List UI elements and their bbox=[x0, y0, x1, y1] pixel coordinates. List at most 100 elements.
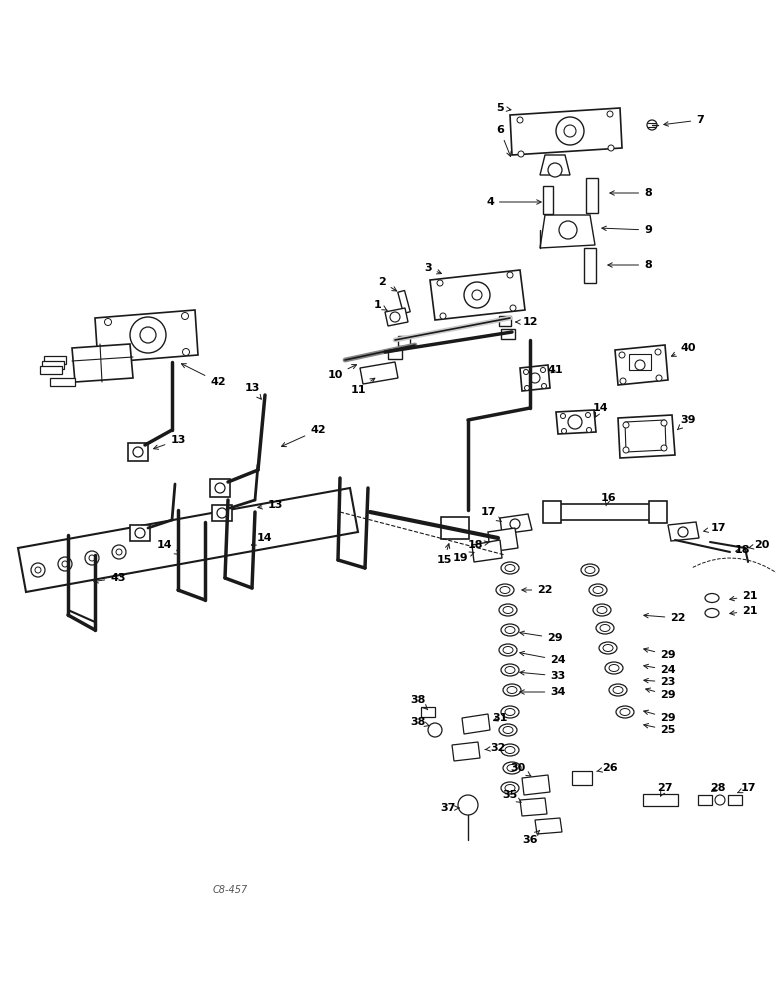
Ellipse shape bbox=[613, 686, 623, 694]
Text: 38: 38 bbox=[411, 717, 429, 727]
Ellipse shape bbox=[501, 624, 519, 636]
Text: 14: 14 bbox=[158, 540, 179, 554]
Text: 41: 41 bbox=[547, 365, 563, 375]
Circle shape bbox=[89, 555, 95, 561]
Ellipse shape bbox=[499, 604, 517, 616]
Polygon shape bbox=[668, 522, 699, 541]
Circle shape bbox=[472, 290, 482, 300]
Text: 11: 11 bbox=[350, 378, 375, 395]
Ellipse shape bbox=[600, 624, 610, 632]
Ellipse shape bbox=[593, 604, 611, 616]
Circle shape bbox=[560, 414, 566, 418]
Text: 24: 24 bbox=[644, 664, 676, 675]
Ellipse shape bbox=[597, 606, 607, 613]
Text: 29: 29 bbox=[644, 648, 676, 660]
Circle shape bbox=[182, 349, 189, 356]
Text: 33: 33 bbox=[520, 671, 566, 681]
Ellipse shape bbox=[501, 562, 519, 574]
Circle shape bbox=[623, 447, 629, 453]
Bar bbox=[388, 349, 402, 359]
Ellipse shape bbox=[505, 746, 515, 754]
Text: 26: 26 bbox=[597, 763, 618, 773]
Text: 36: 36 bbox=[522, 830, 540, 845]
Ellipse shape bbox=[620, 708, 630, 716]
Circle shape bbox=[458, 795, 478, 815]
Text: 31: 31 bbox=[492, 713, 508, 723]
Text: 32: 32 bbox=[485, 743, 506, 753]
Text: 18: 18 bbox=[467, 540, 489, 550]
Circle shape bbox=[428, 723, 442, 737]
Bar bbox=[643, 794, 677, 806]
Circle shape bbox=[661, 445, 667, 451]
Bar bbox=[543, 501, 561, 523]
Bar bbox=[629, 354, 651, 370]
Bar bbox=[398, 336, 410, 346]
Text: 5: 5 bbox=[496, 103, 511, 113]
Circle shape bbox=[586, 412, 591, 418]
Polygon shape bbox=[472, 540, 502, 562]
Ellipse shape bbox=[503, 684, 521, 696]
Text: 13: 13 bbox=[154, 435, 185, 449]
Text: C8-457: C8-457 bbox=[213, 885, 248, 895]
Bar bbox=[441, 517, 469, 539]
Circle shape bbox=[35, 567, 41, 573]
Polygon shape bbox=[535, 818, 562, 834]
Text: 10: 10 bbox=[327, 365, 356, 380]
Polygon shape bbox=[462, 714, 490, 734]
Polygon shape bbox=[510, 108, 622, 155]
Polygon shape bbox=[540, 155, 570, 175]
Polygon shape bbox=[618, 415, 675, 458]
Text: 2: 2 bbox=[378, 277, 397, 291]
Circle shape bbox=[510, 305, 516, 311]
Circle shape bbox=[106, 355, 113, 361]
Circle shape bbox=[525, 385, 529, 390]
Text: 21: 21 bbox=[729, 591, 757, 601]
Text: 43: 43 bbox=[94, 573, 126, 583]
Circle shape bbox=[182, 312, 189, 320]
Ellipse shape bbox=[616, 706, 634, 718]
Text: 14: 14 bbox=[251, 533, 273, 545]
Text: 15: 15 bbox=[436, 544, 452, 565]
Polygon shape bbox=[95, 310, 198, 363]
Text: 39: 39 bbox=[677, 415, 696, 430]
Bar bbox=[130, 525, 150, 541]
Ellipse shape bbox=[501, 782, 519, 794]
Ellipse shape bbox=[496, 584, 514, 596]
Text: 23: 23 bbox=[644, 677, 676, 687]
Ellipse shape bbox=[505, 626, 515, 634]
Text: 13: 13 bbox=[244, 383, 262, 399]
Polygon shape bbox=[556, 410, 596, 434]
Ellipse shape bbox=[603, 645, 613, 652]
Ellipse shape bbox=[705, 608, 719, 617]
Circle shape bbox=[587, 428, 591, 432]
Polygon shape bbox=[520, 798, 547, 816]
Circle shape bbox=[548, 163, 562, 177]
Circle shape bbox=[661, 420, 667, 426]
Text: 22: 22 bbox=[522, 585, 553, 595]
Circle shape bbox=[58, 557, 72, 571]
Circle shape bbox=[517, 117, 523, 123]
Text: 18: 18 bbox=[734, 545, 750, 555]
Ellipse shape bbox=[501, 706, 519, 718]
Polygon shape bbox=[615, 345, 668, 385]
Bar bbox=[40, 366, 62, 374]
Text: 17: 17 bbox=[704, 523, 726, 533]
Ellipse shape bbox=[507, 686, 517, 694]
Bar bbox=[543, 186, 553, 214]
Text: 42: 42 bbox=[182, 364, 226, 387]
Text: 6: 6 bbox=[496, 125, 511, 156]
Bar bbox=[549, 504, 654, 520]
Polygon shape bbox=[360, 362, 398, 384]
Text: 38: 38 bbox=[411, 695, 428, 710]
Bar bbox=[499, 316, 511, 326]
Text: 29: 29 bbox=[644, 710, 676, 723]
Circle shape bbox=[620, 378, 626, 384]
Text: 30: 30 bbox=[511, 763, 531, 776]
Ellipse shape bbox=[605, 662, 623, 674]
Polygon shape bbox=[488, 528, 518, 552]
Text: 14: 14 bbox=[592, 403, 608, 417]
Ellipse shape bbox=[505, 708, 515, 716]
Circle shape bbox=[510, 519, 520, 529]
Text: 35: 35 bbox=[502, 790, 521, 802]
Bar bbox=[586, 178, 598, 213]
